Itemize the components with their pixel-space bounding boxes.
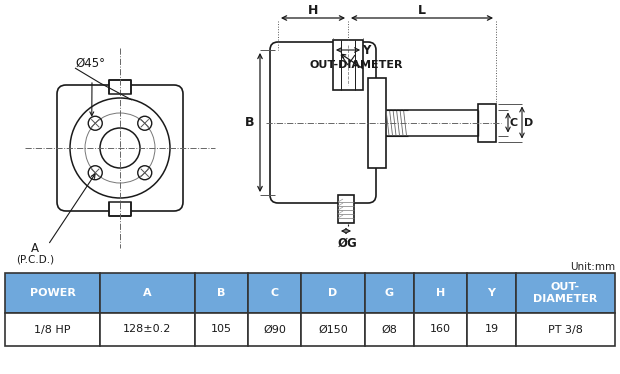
Text: POWER: POWER xyxy=(30,288,76,298)
Text: 19: 19 xyxy=(484,325,498,334)
Text: Ø150: Ø150 xyxy=(318,325,348,334)
Bar xyxy=(414,273,467,313)
Text: A: A xyxy=(143,288,152,298)
Text: Unit:mm: Unit:mm xyxy=(570,262,615,272)
Text: OUT-
DIAMETER: OUT- DIAMETER xyxy=(533,282,598,304)
Text: H: H xyxy=(308,3,318,16)
Text: G: G xyxy=(385,288,394,298)
Text: C: C xyxy=(270,288,278,298)
Bar xyxy=(100,273,195,313)
Bar xyxy=(368,77,386,168)
Bar xyxy=(365,313,414,346)
Bar xyxy=(248,313,301,346)
Text: D: D xyxy=(329,288,338,298)
Bar xyxy=(365,273,414,313)
Text: D: D xyxy=(524,117,533,128)
Bar xyxy=(5,273,100,313)
Bar xyxy=(414,313,467,346)
Bar xyxy=(195,313,248,346)
Bar xyxy=(467,273,516,313)
Bar xyxy=(301,313,365,346)
Text: B: B xyxy=(246,116,255,129)
Text: C: C xyxy=(510,117,518,128)
Text: 105: 105 xyxy=(211,325,232,334)
Bar xyxy=(248,273,301,313)
Bar xyxy=(301,273,365,313)
Text: A: A xyxy=(31,242,39,254)
Bar xyxy=(516,273,615,313)
Text: (P.C.D.): (P.C.D.) xyxy=(16,255,54,265)
Bar xyxy=(109,202,131,216)
Text: L: L xyxy=(418,3,426,16)
Text: Ø8: Ø8 xyxy=(381,325,397,334)
Bar xyxy=(100,313,195,346)
Bar xyxy=(338,195,354,223)
Text: 1/8 HP: 1/8 HP xyxy=(34,325,71,334)
Bar xyxy=(195,273,248,313)
Bar xyxy=(467,313,516,346)
Text: ØG: ØG xyxy=(338,236,358,249)
Text: B: B xyxy=(218,288,226,298)
Bar xyxy=(478,104,496,141)
Text: PT 3/8: PT 3/8 xyxy=(548,325,583,334)
Bar xyxy=(516,313,615,346)
Text: OUT-DIAMETER: OUT-DIAMETER xyxy=(310,60,404,70)
Bar xyxy=(5,313,100,346)
Text: Y: Y xyxy=(487,288,495,298)
Text: 128±0.2: 128±0.2 xyxy=(123,325,172,334)
Text: Ø90: Ø90 xyxy=(263,325,286,334)
Text: Ø45°: Ø45° xyxy=(75,56,105,70)
Text: Y: Y xyxy=(362,43,370,56)
Bar xyxy=(333,40,363,90)
Bar xyxy=(109,80,131,94)
Text: H: H xyxy=(436,288,445,298)
Text: 160: 160 xyxy=(430,325,451,334)
